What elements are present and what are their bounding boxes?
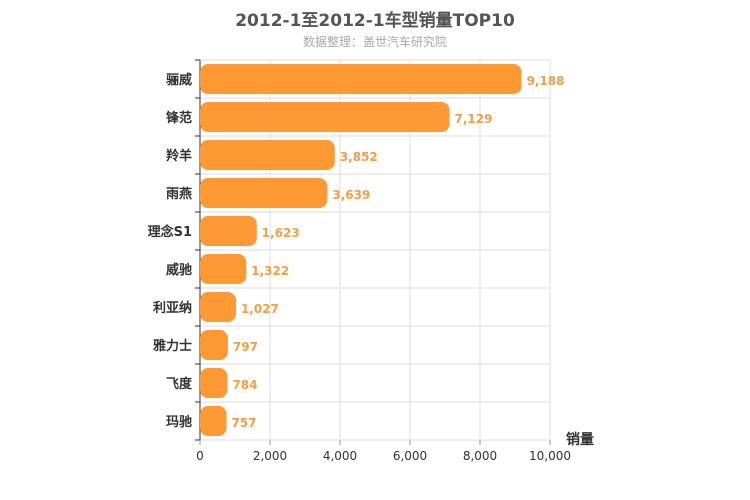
bar	[200, 254, 247, 284]
category-label: 锋范	[166, 110, 192, 126]
bar	[200, 102, 450, 132]
data-label: 9,188	[527, 74, 565, 88]
x-tick-label: 6,000	[393, 449, 427, 463]
bar	[200, 64, 522, 94]
category-label: 玛驰	[166, 415, 192, 430]
category-label: 雨燕	[166, 186, 192, 202]
bar	[200, 178, 328, 208]
data-label: 1,322	[251, 264, 289, 278]
x-tick-label: 10,000	[529, 449, 571, 463]
bar	[200, 216, 257, 246]
chart-subtitle: 数据整理：盖世汽车研究院	[302, 35, 447, 49]
bar	[200, 140, 335, 170]
data-label: 7,129	[455, 112, 493, 126]
category-label: 骊威	[166, 72, 192, 88]
bar	[200, 368, 228, 398]
bar	[200, 406, 227, 436]
bar	[200, 330, 228, 360]
data-label: 3,852	[340, 150, 378, 164]
data-label: 1,623	[262, 226, 300, 240]
data-label: 757	[231, 416, 256, 430]
x-tick-label: 0	[196, 449, 204, 463]
x-tick-label: 8,000	[463, 449, 497, 463]
x-tick-label: 4,000	[323, 449, 357, 463]
category-label: 利亚纳	[153, 300, 192, 316]
x-tick-label: 2,000	[253, 449, 287, 463]
category-label: 飞度	[166, 376, 193, 392]
data-label: 784	[232, 378, 257, 392]
data-label: 797	[233, 340, 258, 354]
category-label: 理念S1	[148, 224, 192, 240]
bar	[200, 292, 236, 322]
category-label: 威驰	[166, 262, 192, 278]
data-label: 3,639	[332, 188, 370, 202]
x-axis-title: 销量	[566, 431, 594, 448]
category-label: 雅力士	[153, 338, 192, 354]
category-label: 羚羊	[166, 148, 192, 164]
chart-title: 2012-1至2012-1车型销量TOP10	[235, 11, 515, 31]
data-label: 1,027	[241, 302, 279, 316]
